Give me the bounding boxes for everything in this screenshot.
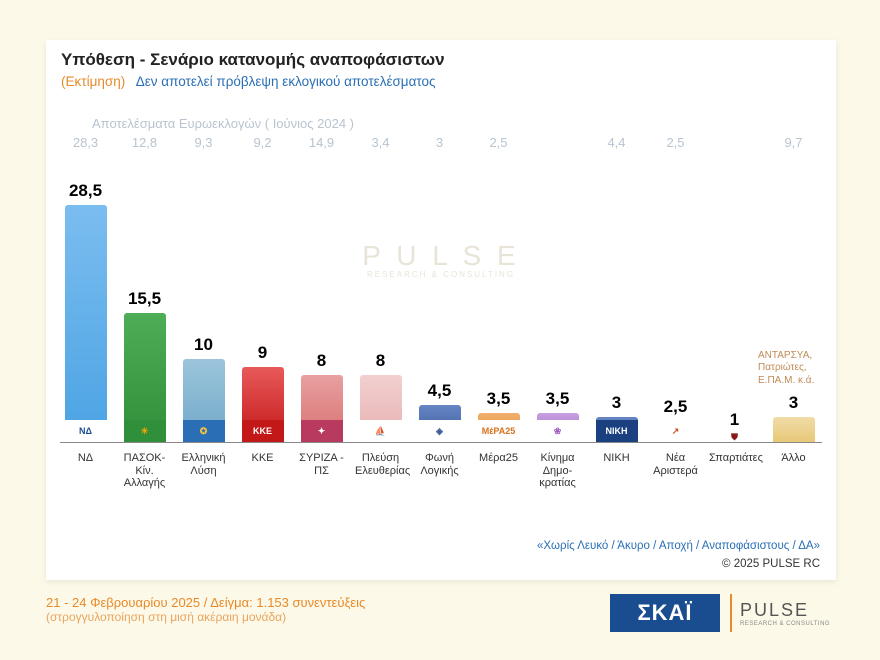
current-value: 3 xyxy=(591,393,642,413)
party-column: 3,4 ⛵ 8 Πλεύση Ελευθερίας xyxy=(355,135,406,500)
party-name: ΣΥΡΙΖΑ - ΠΣ xyxy=(296,448,347,500)
party-column: 14,9 ✦ 8 ΣΥΡΙΖΑ - ΠΣ xyxy=(296,135,347,500)
party-column: 3 ◈ 4,5 Φωνή Λογικής xyxy=(414,135,465,500)
party-name: ΝΙΚΗ xyxy=(591,448,642,500)
party-name: Νέα Αριστερά xyxy=(650,448,701,500)
current-value: 1 xyxy=(709,410,760,430)
current-value: 8 xyxy=(296,351,347,371)
party-column: 9,2 KKE 9 KKE xyxy=(237,135,288,500)
copyright-text: © 2025 PULSE RC xyxy=(722,558,820,570)
previous-value: 3,4 xyxy=(355,135,406,150)
subtitle-disclaimer: Δεν αποτελεί πρόβλεψη εκλογικού αποτελέσ… xyxy=(136,74,436,89)
party-name: ΝΔ xyxy=(60,448,111,500)
party-logo: ✪ xyxy=(183,420,225,442)
current-value: 28,5 xyxy=(60,181,111,201)
party-logo: ⛊ xyxy=(714,434,756,442)
party-logo: ↗ xyxy=(655,421,697,442)
previous-value: 9,7 xyxy=(768,135,819,150)
current-value: 3 xyxy=(768,393,819,413)
party-name: Ελληνική Λύση xyxy=(178,448,229,500)
current-value: 4,5 xyxy=(414,381,465,401)
party-name: Άλλο xyxy=(768,448,819,500)
previous-value: 9,2 xyxy=(237,135,288,150)
subtitle-estimation: (Εκτίμηση) xyxy=(61,74,125,89)
party-column: 28,3 ΝΔ 28,5 ΝΔ xyxy=(60,135,111,500)
previous-value: 4,4 xyxy=(591,135,642,150)
chart-card: Υπόθεση - Σενάριο κατανομής αναποφάσιστω… xyxy=(46,40,836,580)
pulse-logo-sub: RESEARCH & CONSULTING xyxy=(740,621,830,627)
previous-value: 3 xyxy=(414,135,465,150)
footnote-exclusions: «Χωρίς Λευκό / Άκυρο / Αποχή / Αναποφάσι… xyxy=(537,540,820,552)
party-name: Κίνημα Δημο­κρατίας xyxy=(532,448,583,500)
party-logo: KKE xyxy=(242,420,284,442)
chart-title: Υπόθεση - Σενάριο κατανομής αναποφάσιστω… xyxy=(61,50,445,70)
party-name: Σπαρτιάτες xyxy=(709,448,760,500)
current-value: 15,5 xyxy=(119,289,170,309)
previous-value: 2,5 xyxy=(473,135,524,150)
previous-value: 14,9 xyxy=(296,135,347,150)
party-name: Φωνή Λογικής xyxy=(414,448,465,500)
party-name: Μέρα25 xyxy=(473,448,524,500)
current-value: 10 xyxy=(178,335,229,355)
pulse-logo-main: PULSE xyxy=(740,600,809,621)
party-logo: ✦ xyxy=(301,420,343,442)
party-logo: ❀ xyxy=(537,420,579,442)
chart-subtitle: (Εκτίμηση) Δεν αποτελεί πρόβλεψη εκλογικ… xyxy=(61,74,436,89)
party-logo: ΜέΡΑ25 xyxy=(478,420,520,442)
current-value: 8 xyxy=(355,351,406,371)
party-column: 9,7 3 Άλλο xyxy=(768,135,819,500)
party-column: 2,5 ΜέΡΑ25 3,5 Μέρα25 xyxy=(473,135,524,500)
party-name: Πλεύση Ελευθερίας xyxy=(355,448,406,500)
party-logo: ◈ xyxy=(419,420,461,442)
party-logo: ΝΙΚΗ xyxy=(596,420,638,442)
current-value: 3,5 xyxy=(473,389,524,409)
party-name: ΠΑΣΟΚ-Κίν. Αλλαγής xyxy=(119,448,170,500)
current-value: 2,5 xyxy=(650,397,701,417)
party-logo: ⛵ xyxy=(360,420,402,442)
skai-logo: ΣΚΑΪ xyxy=(610,594,720,632)
pulse-logo: PULSE RESEARCH & CONSULTING xyxy=(730,594,834,632)
party-logo: ☀ xyxy=(124,420,166,442)
previous-value: 9,3 xyxy=(178,135,229,150)
party-column: ❀ 3,5 Κίνημα Δημο­κρατίας xyxy=(532,135,583,500)
footer-date-sample: 21 - 24 Φεβρουαρίου 2025 / Δείγμα: 1.153… xyxy=(46,595,365,610)
current-value: 3,5 xyxy=(532,389,583,409)
party-column: 4,4 ΝΙΚΗ 3 ΝΙΚΗ xyxy=(591,135,642,500)
chart-baseline xyxy=(60,442,822,443)
previous-value: 12,8 xyxy=(119,135,170,150)
footer-survey-info: 21 - 24 Φεβρουαρίου 2025 / Δείγμα: 1.153… xyxy=(46,595,365,624)
current-value: 9 xyxy=(237,343,288,363)
party-column: 12,8 ☀ 15,5 ΠΑΣΟΚ-Κίν. Αλλαγής xyxy=(119,135,170,500)
previous-value: 2,5 xyxy=(650,135,701,150)
previous-results-header: Αποτελέσματα Ευρωεκλογών ( Ιούνιος 2024 … xyxy=(92,116,354,131)
previous-value: 28,3 xyxy=(60,135,111,150)
bar-chart: 28,3ΝΔ28,5ΝΔ12,8☀15,5ΠΑΣΟΚ-Κίν. Αλλαγής9… xyxy=(56,135,826,500)
bar xyxy=(65,205,107,443)
footer-rounding-note: (στρογγυλοποίηση στη μισή ακέραιη μονάδα… xyxy=(46,610,365,624)
party-column: ⛊ 1 Σπαρτιάτες xyxy=(709,135,760,500)
party-column: 9,3 ✪ 10 Ελληνική Λύση xyxy=(178,135,229,500)
bar xyxy=(773,417,815,442)
party-logo: ΝΔ xyxy=(65,420,107,442)
party-name: KKE xyxy=(237,448,288,500)
other-parties-note: ΑΝΤΑΡΣΥΑ,Πατριώτες,Ε.ΠΑ.Μ. κ.ά. xyxy=(758,350,828,388)
party-column: 2,5 ↗ 2,5 Νέα Αριστερά xyxy=(650,135,701,500)
